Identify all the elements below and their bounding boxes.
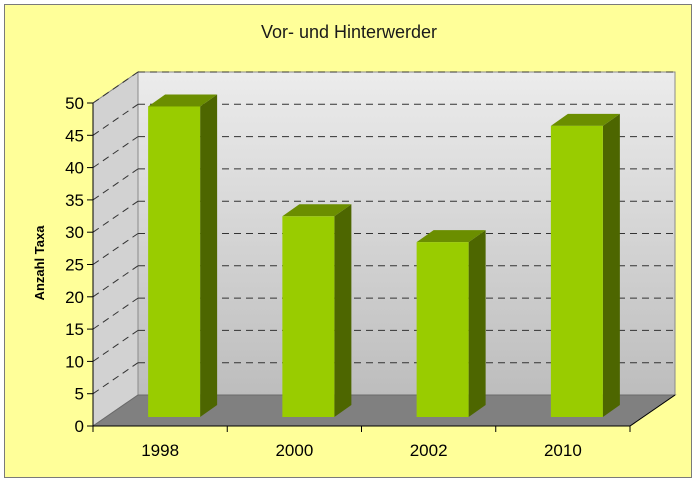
y-tick-label: 25 (65, 256, 84, 275)
y-tick-label: 10 (65, 352, 84, 371)
y-tick-label: 40 (65, 159, 84, 178)
bar-top (416, 230, 486, 243)
y-tick-label: 15 (65, 320, 84, 339)
bar-front (282, 216, 335, 417)
y-axis-label: Anzahl Taxa (32, 225, 47, 301)
bar-side (334, 204, 352, 417)
bar-top (148, 94, 218, 107)
y-tick-label: 50 (65, 94, 84, 113)
bar-side (468, 230, 486, 417)
y-tick-label: 35 (65, 191, 84, 210)
x-tick-label: 1998 (141, 441, 179, 460)
bar-1998 (148, 94, 218, 418)
bar-2000 (282, 204, 352, 417)
gridline-side (92, 103, 139, 136)
gridline-side (92, 168, 139, 201)
y-tick-label: 45 (65, 126, 84, 145)
bar-top (550, 113, 620, 126)
bar-front (416, 242, 469, 417)
bars (148, 94, 620, 418)
bar-side (602, 113, 620, 417)
gridlines (92, 71, 675, 395)
y-tick-label: 30 (65, 223, 84, 242)
gridline-side (92, 265, 139, 298)
bar-2002 (416, 230, 486, 417)
x-tick-label: 2000 (275, 441, 313, 460)
gridline-side (92, 136, 139, 169)
y-tick-label: 20 (65, 288, 84, 307)
floor-edge (629, 394, 676, 427)
labels: 0 5 10 15 20 25 30 35 40 45 50 1998 2000 2002 2010 (65, 94, 582, 460)
bar-front (148, 106, 201, 418)
gridline-side (92, 233, 139, 265)
gridline-side (92, 297, 139, 330)
axes (87, 102, 676, 432)
y-tick-label: 5 (75, 385, 84, 404)
x-tick-label: 2002 (410, 441, 448, 460)
y-tick-label: 0 (75, 417, 84, 436)
gridline-side (92, 329, 139, 362)
bar-side (200, 94, 218, 418)
gridline-side (92, 362, 139, 395)
bar-2010 (550, 113, 620, 417)
chart-title: Vor- und Hinterwerder (261, 22, 437, 42)
gridline-side (92, 200, 139, 233)
bar-top (282, 204, 352, 217)
x-tick-label: 2010 (544, 441, 582, 460)
bar-front (550, 125, 603, 417)
gridline-side (92, 71, 139, 104)
